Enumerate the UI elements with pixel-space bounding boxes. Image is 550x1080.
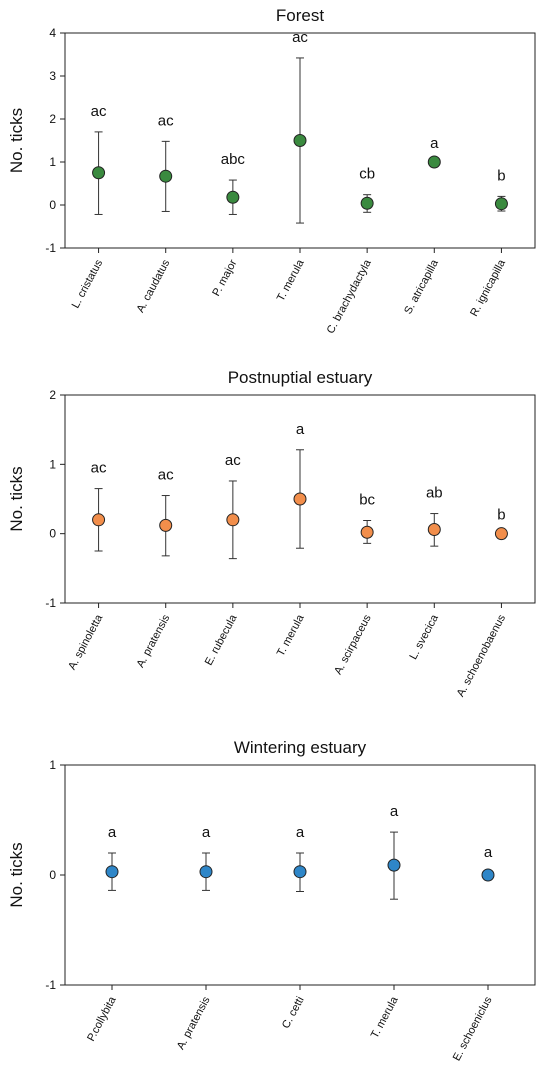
data-point [199,865,213,879]
x-tick-label: C. cetti [280,995,307,1031]
x-tick-label: S. atricapilla [402,257,441,316]
data-point [360,196,374,210]
x-tick-label: A. schoenobaenus [455,612,509,699]
significance-letter: b [497,167,505,184]
data-point [293,865,307,879]
data-point [494,197,508,211]
data-point [360,525,374,539]
significance-letter: a [296,421,305,438]
chart-panel-0: Forest No. ticks -1 0 1 2 3 4 L. cristatus ac A. c… [7,6,536,336]
y-tick-label: 0 [49,868,56,882]
significance-letter: ac [158,112,174,129]
x-tick-label: T. merula [275,612,307,658]
significance-letter: ac [91,103,107,120]
x-tick-label: A. pratensis [134,612,172,669]
x-tick-label: A. pratensis [175,994,213,1051]
y-tick-label: 4 [49,26,56,40]
data-point [481,868,495,882]
chart-panel-1: Postnuptial estuary No. ticks -1 0 1 2 A. spin… [7,368,536,699]
x-tick-label: T. merula [369,994,401,1040]
x-tick-label: C. brachydactyla [325,257,374,336]
y-axis-label: No. ticks [7,842,26,907]
significance-letter: cb [359,166,375,183]
x-tick-label: A. spinoletta [66,612,105,672]
data-point [105,865,119,879]
significance-letter: ac [158,467,174,484]
significance-letter: ac [225,452,241,469]
y-tick-label: -1 [45,978,56,992]
significance-letter: a [484,844,493,861]
data-point [494,527,508,541]
significance-letter: a [296,824,305,841]
y-tick-label: -1 [45,241,56,255]
data-point [226,513,240,527]
y-tick-label: 2 [49,112,56,126]
y-tick-label: 1 [49,155,56,169]
y-axis-label: No. ticks [7,108,26,173]
data-point [427,523,441,537]
data-point [427,155,441,169]
x-tick-label: E. schoeniclus [451,994,495,1063]
significance-letter: bc [359,491,375,508]
chart-panel-2: Wintering estuary No. ticks -1 0 1 P.collybit… [7,738,536,1063]
x-tick-label: L. cristatus [70,257,106,310]
significance-letter: a [390,803,399,820]
data-point [159,169,173,183]
y-tick-label: 3 [49,69,56,83]
x-tick-label: P.collybita [85,994,119,1043]
x-tick-label: L. svecica [407,612,441,662]
significance-letter: a [202,824,211,841]
significance-letter: a [108,824,117,841]
x-tick-label: A. scirpaceus [332,612,374,676]
data-point [293,492,307,506]
data-point [92,166,106,180]
significance-letter: a [430,135,439,152]
y-tick-label: -1 [45,596,56,610]
data-point [159,518,173,532]
significance-letter: ab [426,485,443,502]
significance-letter: b [497,507,505,524]
significance-letter: ac [292,29,308,46]
y-tick-label: 0 [49,527,56,541]
y-axis-label: No. ticks [7,466,26,531]
y-tick-label: 1 [49,457,56,471]
y-tick-label: 2 [49,388,56,402]
x-tick-label: E. rubecula [203,612,240,668]
significance-letter: ac [91,460,107,477]
data-point [293,134,307,147]
y-tick-label: 0 [49,198,56,212]
x-tick-label: P. major [210,257,239,298]
x-tick-label: T. merula [275,257,307,303]
data-point [92,513,106,527]
data-point [387,858,401,872]
x-tick-label: R. ignicapilla [468,257,508,318]
x-tick-label: A. caudatus [134,257,172,314]
chart-title: Forest [276,6,324,25]
data-point [226,190,240,204]
chart-title: Wintering estuary [234,738,367,757]
y-tick-label: 1 [49,758,56,772]
chart-title: Postnuptial estuary [228,368,373,387]
significance-letter: abc [221,151,246,168]
